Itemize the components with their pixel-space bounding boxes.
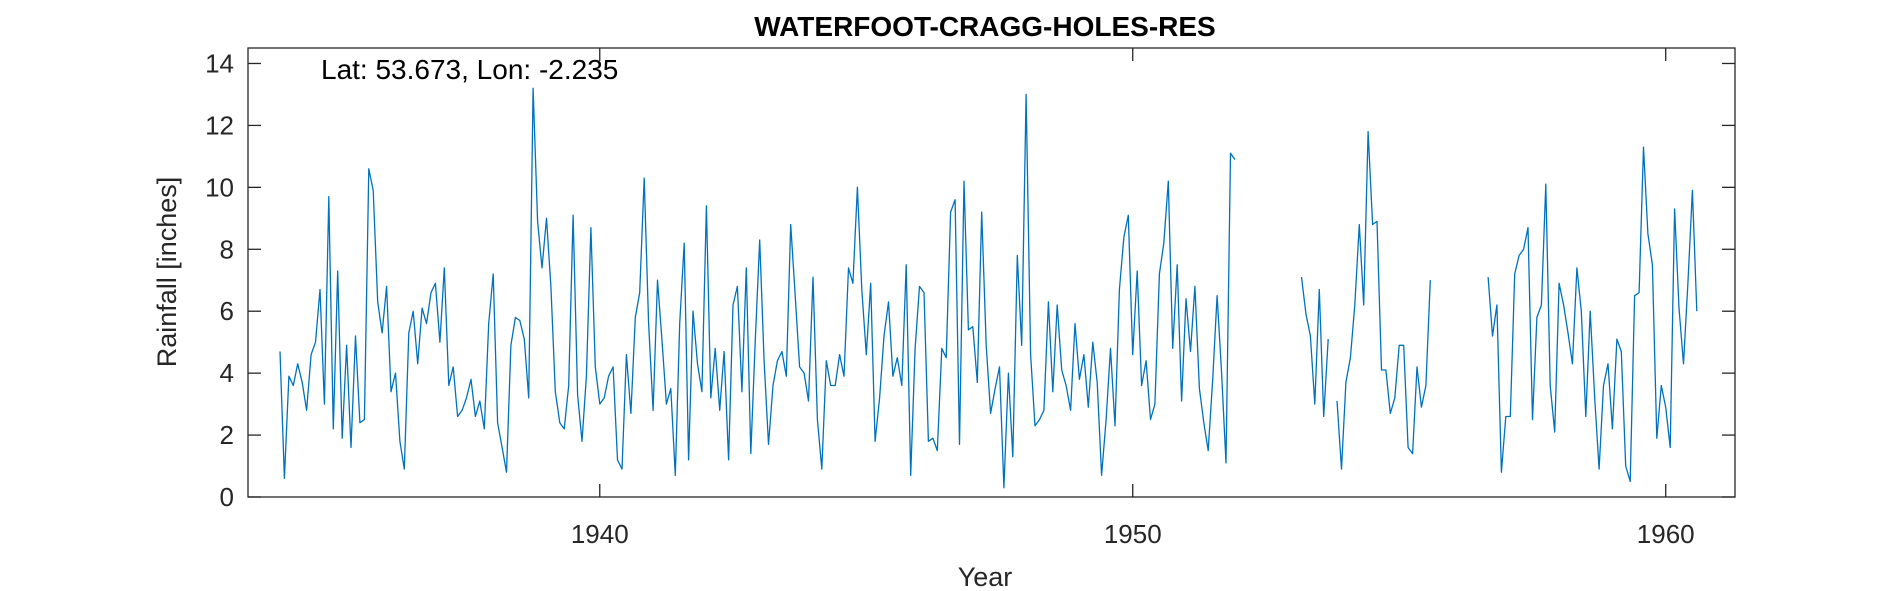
y-axis-label: Rainfall [inches] xyxy=(152,177,182,368)
x-tick-label: 1950 xyxy=(1104,519,1162,549)
rainfall-series-line xyxy=(1300,130,1431,470)
x-axis-label: Year xyxy=(958,562,1013,591)
series-layer xyxy=(279,87,1698,489)
rainfall-series-line xyxy=(279,87,1236,489)
plot-frame xyxy=(247,47,1736,498)
rainfall-series-line xyxy=(1487,146,1698,483)
y-tick-label: 12 xyxy=(205,110,234,140)
y-tick-label: 4 xyxy=(220,358,234,388)
y-axis: 0 2 4 6 8 10 12 14 xyxy=(205,48,1735,512)
y-tick-label: 10 xyxy=(205,172,234,202)
x-tick-label: 1960 xyxy=(1637,519,1695,549)
y-tick-label: 2 xyxy=(220,420,234,450)
chart-title: WATERFOOT-CRAGG-HOLES-RES xyxy=(754,11,1215,42)
y-tick-label: 8 xyxy=(220,234,234,264)
x-tick-label: 1940 xyxy=(571,519,629,549)
location-annotation: Lat: 53.673, Lon: -2.235 xyxy=(321,54,618,85)
x-axis: 1940 1950 1960 xyxy=(571,48,1695,549)
y-tick-label: 14 xyxy=(205,48,234,78)
y-tick-label: 6 xyxy=(220,296,234,326)
y-tick-label: 0 xyxy=(220,482,234,512)
